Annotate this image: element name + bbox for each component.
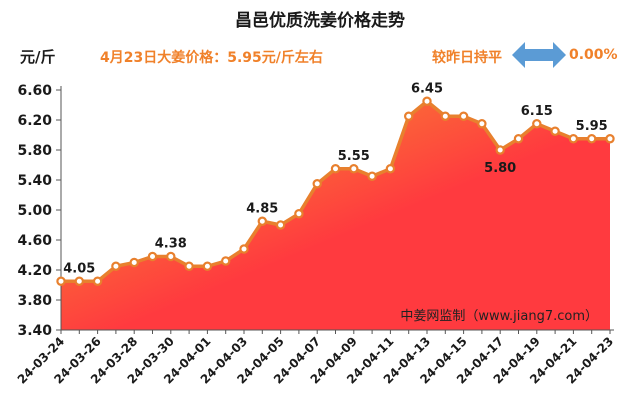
data-point: [294, 209, 304, 219]
y-tick-label: 5.80: [17, 143, 52, 159]
data-point: [568, 134, 579, 144]
data-point: [129, 257, 139, 268]
data-point: [92, 276, 103, 286]
data-label: 4.38: [155, 237, 187, 252]
data-point: [367, 171, 377, 181]
data-point: [74, 276, 85, 286]
y-tick-label: 3.40: [17, 323, 52, 339]
data-point: [330, 164, 341, 174]
watermark-text: 中姜网监制（www.jiang7.com）: [400, 309, 598, 324]
data-label: 5.55: [338, 149, 370, 164]
price-note: 4月23日大姜价格：5.95元/斤左右: [100, 50, 323, 66]
data-point: [239, 244, 249, 254]
data-point: [587, 134, 597, 144]
y-tick-label: 3.80: [17, 293, 52, 309]
change-percent: 0.00%: [569, 47, 618, 63]
data-label: 6.15: [521, 104, 553, 119]
data-point: [202, 261, 213, 271]
compare-text: 较昨日持平: [432, 50, 502, 66]
y-tick-label: 5.00: [17, 203, 52, 219]
price-area: [61, 101, 610, 330]
data-label: 5.80: [484, 161, 516, 176]
y-tick-label: 6.60: [17, 83, 52, 99]
data-label: 4.85: [246, 201, 278, 216]
data-point: [257, 216, 267, 226]
unit-label: 元/斤: [20, 48, 56, 66]
data-point: [275, 220, 286, 230]
data-point: [349, 164, 359, 174]
y-tick-label: 4.60: [17, 233, 52, 249]
data-point: [513, 134, 524, 144]
chart-title: 昌邑优质洗姜价格走势: [235, 11, 405, 31]
data-point: [184, 261, 194, 271]
y-tick-label: 4.20: [17, 263, 52, 279]
data-point: [385, 164, 396, 174]
data-point: [605, 134, 615, 144]
data-point: [404, 111, 414, 121]
double-arrow-icon: [512, 42, 566, 68]
data-label: 6.45: [411, 81, 443, 96]
data-point: [422, 96, 432, 106]
data-point: [477, 119, 487, 129]
data-point: [166, 251, 176, 262]
y-tick-label: 6.20: [17, 113, 52, 129]
data-label: 5.95: [576, 119, 608, 134]
data-point: [458, 111, 469, 121]
data-point: [495, 145, 505, 155]
data-point: [532, 119, 542, 129]
data-point: [440, 111, 450, 121]
data-point: [147, 251, 158, 262]
data-point: [312, 179, 322, 189]
data-point: [550, 126, 560, 136]
data-point: [220, 256, 231, 266]
y-tick-label: 5.40: [17, 173, 52, 189]
data-point: [111, 261, 121, 271]
data-label: 4.05: [63, 261, 95, 276]
data-point: [56, 276, 66, 286]
